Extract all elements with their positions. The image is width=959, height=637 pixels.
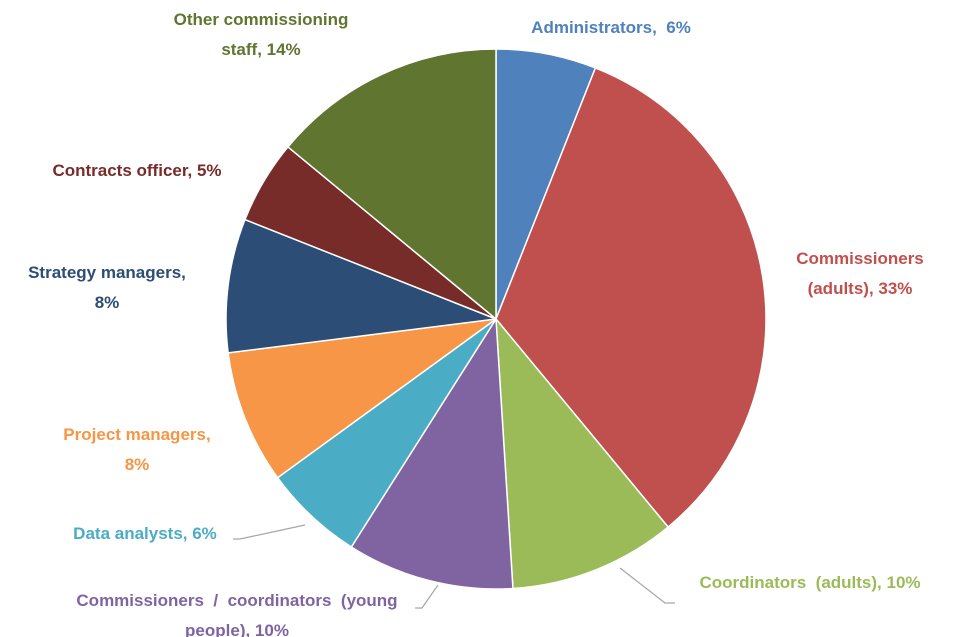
slice-label-project-managers: Project managers, 8% <box>63 425 210 474</box>
slice-label-contracts-officer: Contracts officer, 5% <box>52 161 221 180</box>
leader-line-coordinators-adults <box>619 567 675 604</box>
pie-slice-strategy-managers <box>225 218 497 354</box>
slice-label-commissioners-coordinators-young-people: Commissioners / coordinators (young peopl… <box>76 591 397 637</box>
pie-slice-other-commissioning-staff <box>286 48 497 321</box>
pie-slice-coordinators-adults <box>495 316 670 590</box>
slice-label-coordinators-adults: Coordinators (adults), 10% <box>699 573 920 592</box>
pie-slice-commissioners-coordinators-young-people <box>350 316 514 590</box>
pie-slice-commissioners-adults <box>495 66 767 529</box>
slice-label-strategy-managers: Strategy managers, 8% <box>28 263 186 312</box>
slice-labels: Administrators, 6% Commissioners (adults),… <box>28 10 924 637</box>
leader-line-commissioners-coordinators-young-people <box>415 584 439 609</box>
leader-line-data-analysts <box>233 524 306 540</box>
leader-lines <box>233 524 675 609</box>
pie-slice-project-managers <box>227 318 497 479</box>
slice-label-administrators: Administrators, 6% <box>531 18 691 37</box>
slice-label-commissioners-adults: Commissioners (adults), 33% <box>796 249 924 298</box>
slice-label-data-analysts: Data analysts, 6% <box>73 524 217 543</box>
pie-slices <box>225 48 767 590</box>
slice-label-other-commissioning-staff: Other commissioning staff, 14% <box>174 10 349 59</box>
